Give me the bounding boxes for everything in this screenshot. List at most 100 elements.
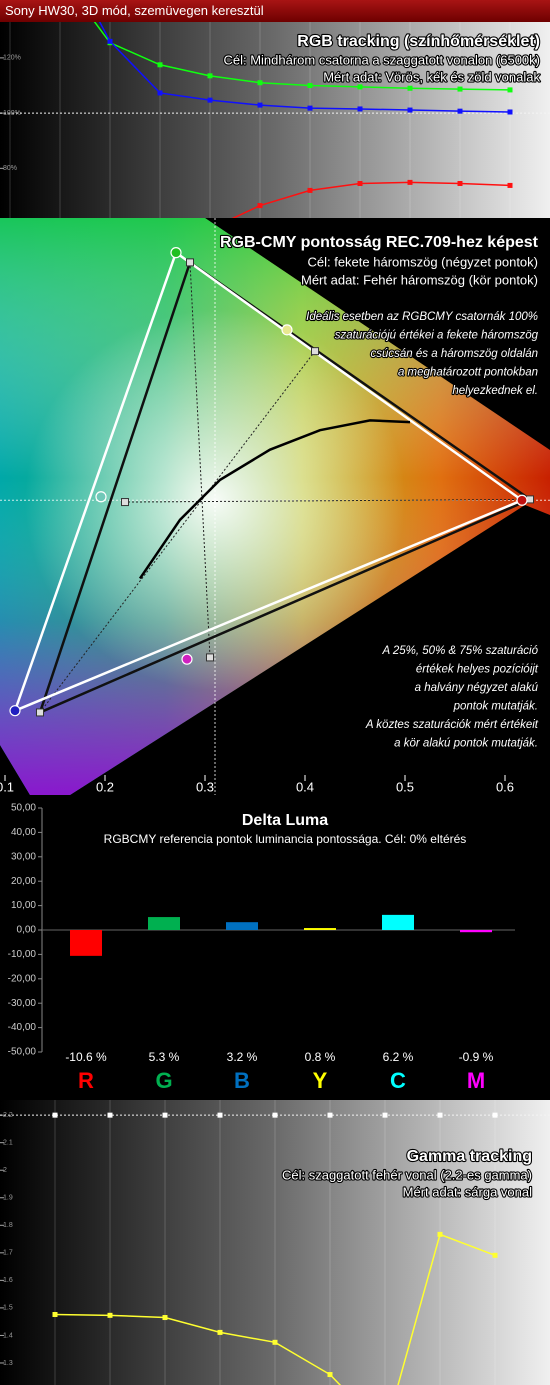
y-tick-label: 1.7	[3, 1250, 13, 1257]
chart-subtitle: RGBCMY referencia pontok luminancia pont…	[104, 832, 467, 846]
measured-point	[281, 324, 293, 336]
target-marker	[272, 1112, 278, 1118]
y-tick-label: 1.6	[3, 1277, 13, 1284]
target-marker	[492, 1112, 498, 1118]
reference-point	[186, 258, 194, 267]
target-marker	[107, 1112, 113, 1118]
reference-point	[311, 347, 319, 356]
x-tick-label: 0.5	[396, 779, 414, 794]
chart-note: Cél: fekete háromszög (négyzet pontok)	[307, 254, 538, 269]
y-tick-label: 40,00	[11, 827, 36, 838]
chart-note: Mért adat: Fehér háromszög (kör pontok)	[301, 272, 538, 287]
y-tick-label: -30,00	[8, 998, 37, 1009]
chart-note: csúcsán és a háromszög oldalán	[371, 348, 539, 360]
point	[52, 1312, 58, 1318]
point	[357, 180, 363, 186]
chart-panel: 2.2 2.1 2 1.9 1.8 1.7 1.6 1.5 1.4 1.3 Gamma tracki…	[0, 1100, 550, 1385]
chart-note: Ideális esetben az RGBCMY csatornák 100%	[306, 311, 538, 323]
y-tick-label: 2	[3, 1167, 7, 1174]
point	[492, 1252, 498, 1258]
chart-note: értékek helyes pozícióijt	[416, 664, 539, 676]
reference-point	[36, 708, 44, 717]
chart-note: Mért adat: Vörös, kék és zöld vonalak	[323, 69, 540, 84]
measured-point	[95, 491, 107, 503]
reference-diagonal	[124, 498, 531, 503]
point	[257, 80, 263, 86]
y-tick-label: -20,00	[8, 973, 37, 984]
point	[437, 1231, 443, 1237]
y-tick-label: 1.3	[3, 1360, 13, 1367]
chart-note: Cél: Mindhárom csatorna a szaggatott von…	[223, 52, 540, 67]
target-marker	[382, 1112, 388, 1118]
chart-panel: 80% 100% 120% RGB tracking (színhőmérséklet…	[0, 22, 550, 218]
chart-title: RGB-CMY pontosság REC.709-hez képest	[220, 234, 539, 251]
y-tick-label: -10,00	[8, 949, 37, 960]
y-tick-label: 30,00	[11, 851, 36, 862]
value-label: 3.2 %	[227, 1050, 258, 1064]
category-label: C	[390, 1068, 406, 1093]
value-label: 6.2 %	[383, 1050, 414, 1064]
x-tick-label: 0.2	[96, 779, 114, 794]
point	[407, 107, 413, 113]
point	[272, 1339, 278, 1345]
point	[327, 1372, 333, 1378]
y-tick-label: 80%	[3, 165, 17, 172]
bar	[226, 922, 258, 930]
measured-triangle	[13, 251, 524, 712]
chart-panel: 0.1 0.2 0.3 0.4 0.5 0.6 RGB-CMY pontosság REC.…	[0, 218, 550, 795]
chart-note: a meghatározott pontokban	[398, 367, 538, 379]
y-tick-label: 50,00	[11, 803, 36, 814]
x-tick-label: 0.6	[496, 779, 514, 794]
x-tick-label: 0.4	[296, 779, 314, 794]
point	[457, 180, 463, 186]
point	[457, 108, 463, 114]
value-label: 0.8 %	[305, 1050, 336, 1064]
x-tick-label: 0.3	[196, 779, 214, 794]
point	[107, 38, 113, 44]
reference-triangle	[38, 261, 532, 714]
chart-note: a kör alakú pontok mutatják.	[394, 738, 538, 750]
point	[307, 82, 313, 88]
header-title: Sony HW30, 3D mód, szemüvegen keresztül	[5, 3, 264, 18]
bar	[382, 914, 414, 930]
chart-panel: 50,00 40,00 30,00 20,00 10,00 0,00 -10,00 -20,0…	[8, 803, 515, 1093]
point	[157, 62, 163, 68]
point	[207, 73, 213, 79]
header-bar	[0, 0, 550, 22]
bar	[304, 928, 336, 930]
point	[157, 90, 163, 96]
point	[107, 1312, 113, 1318]
chart-note: helyezkednek el.	[452, 385, 538, 397]
point	[507, 182, 513, 188]
panel-background	[0, 22, 550, 218]
x-tick-label: 0.1	[0, 779, 14, 794]
y-tick-label: 20,00	[11, 876, 36, 887]
y-tick-label: 2.2	[3, 1112, 13, 1119]
chart-note: A 25%, 50% & 75% szaturáció	[381, 645, 538, 657]
measured-point	[516, 494, 528, 506]
bar	[148, 917, 180, 930]
bar	[70, 930, 102, 956]
point	[257, 102, 263, 108]
point	[357, 106, 363, 112]
point	[507, 87, 513, 93]
chart-title: RGB tracking (színhőmérséklet)	[297, 33, 540, 50]
category-label: B	[234, 1068, 250, 1093]
locus-line	[138, 419, 411, 580]
chart-note: A köztes szaturációk mért értékeit	[365, 719, 539, 731]
value-label: -10.6 %	[65, 1050, 107, 1064]
y-tick-label: 2.1	[3, 1140, 13, 1147]
reference-point	[206, 653, 214, 662]
point	[307, 105, 313, 111]
y-tick-label: 0,00	[17, 925, 37, 936]
value-label: -0.9 %	[459, 1050, 494, 1064]
point	[357, 84, 363, 90]
chart-note: Mért adat: sárga vonal	[403, 1184, 532, 1199]
point	[507, 109, 513, 115]
measured-point	[9, 705, 21, 717]
y-tick-label: 100%	[3, 110, 21, 117]
y-tick-label: 1.4	[3, 1332, 13, 1339]
chart-note: Cél: szaggatott fehér vonal (2.2-es gamm…	[282, 1167, 532, 1182]
